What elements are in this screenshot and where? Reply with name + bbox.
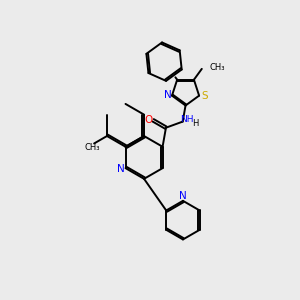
Text: N: N: [179, 191, 187, 201]
Text: CH₃: CH₃: [209, 63, 225, 72]
Text: S: S: [201, 91, 208, 101]
Text: NH: NH: [180, 115, 194, 124]
Text: O: O: [145, 115, 153, 125]
Text: H: H: [192, 119, 198, 128]
Text: CH₃: CH₃: [85, 142, 100, 152]
Text: N: N: [164, 90, 172, 100]
Text: N: N: [117, 164, 124, 174]
